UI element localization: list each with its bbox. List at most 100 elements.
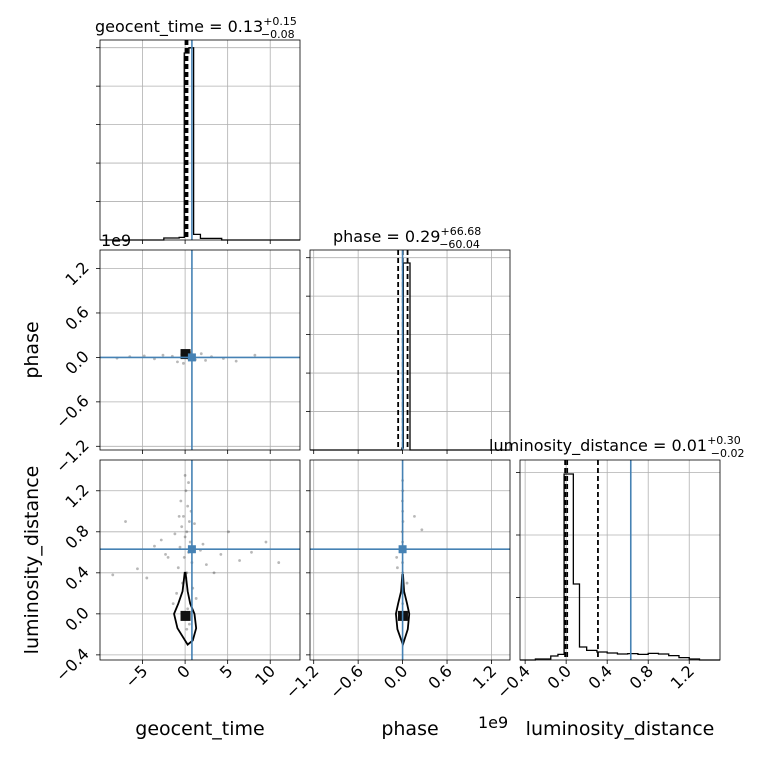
hist-phase (310, 262, 510, 451)
xticklabel-phase-3: 0.6 (424, 661, 455, 692)
truth-marker-ld-vs-geocent-time (187, 545, 196, 554)
point-ld-vs-geocent-time-35 (124, 520, 127, 523)
xticklabel-geocent-time-1: 0 (173, 661, 194, 682)
point-phase-vs-geocent-time-8 (176, 360, 179, 364)
ticklabels-y-luminosity-distance: −0.4 0.0 0.4 0.8 1.2 (52, 480, 93, 685)
point-ld-vs-geocent-time-38 (264, 540, 268, 544)
panel-phase-vs-geocent-time (96, 249, 301, 454)
hist-step-luminosity-distance (520, 473, 720, 661)
quantiles-geocent-time (184, 40, 189, 240)
quantiles-luminosity-distance (564, 460, 599, 660)
point-phase-vs-geocent-time-11 (199, 352, 203, 356)
point-ld-vs-geocent-time-7 (188, 540, 192, 544)
hist-luminosity-distance (520, 473, 720, 661)
point-ld-vs-geocent-time-25 (166, 556, 170, 559)
ticks-ld-hist (516, 472, 690, 664)
ticks-ld-vs-geocent-time (96, 490, 271, 664)
point-ld-vs-geocent-time-36 (250, 550, 253, 554)
xticklabel-luminosity-distance-3: 0.8 (626, 661, 657, 692)
point-ld-vs-geocent-time-5 (185, 530, 189, 534)
xticklabel-phase-2: 0.0 (380, 661, 411, 692)
frame-ld-hist (519, 459, 721, 661)
ticklabels-x-geocent-time: −5 0 5 10 (121, 661, 279, 691)
point-ld-vs-geocent-time-34 (238, 559, 241, 562)
point-ld-vs-geocent-time-28 (212, 571, 216, 575)
point-ld-vs-phase-10 (405, 581, 409, 585)
point-ld-vs-geocent-time-26 (204, 563, 208, 567)
xticklabel-phase-0: −1.2 (282, 661, 323, 702)
point-ld-vs-geocent-time-43 (177, 515, 181, 518)
xlabel-luminosity-distance: luminosity_distance (526, 718, 715, 740)
panel-geocent-time-hist: geocent_time = 0.13+0.15 −0.08 (95, 15, 301, 244)
ticks-ld-vs-phase (306, 490, 492, 664)
grid-geocent-time-hist (100, 40, 300, 240)
yticklabel-phase-1: −0.6 (52, 391, 93, 432)
truth-marker-ld-vs-phase (398, 545, 407, 554)
yticklabel-phase-2: 0.0 (61, 347, 92, 378)
ticks-geocent-time-hist (96, 47, 271, 244)
point-ld-vs-geocent-time-44 (193, 522, 196, 525)
xlabel-phase: phase (381, 718, 438, 740)
point-ld-vs-geocent-time-40 (187, 481, 190, 484)
point-ld-vs-geocent-time-2 (182, 515, 185, 518)
title-geocent-time: geocent_time = 0.13+0.15 −0.08 (95, 15, 297, 41)
yticklabel-phase-4: 1.2 (61, 258, 92, 289)
frame-ld-vs-phase (309, 459, 511, 661)
contour-ld-vs-geocent-time (173, 571, 198, 646)
point-ld-vs-geocent-time-20 (186, 607, 190, 611)
point-ld-vs-geocent-time-12 (176, 566, 180, 570)
yticklabel-luminosity-distance-1: 0.0 (61, 603, 92, 634)
mode-ld-vs-geocent-time (180, 610, 191, 621)
point-ld-vs-geocent-time-17 (175, 591, 178, 595)
xticklabel-geocent-time-3: 10 (251, 661, 279, 689)
point-ld-vs-phase-11 (395, 556, 399, 559)
point-ld-vs-phase-14 (396, 566, 399, 570)
xlabel-geocent-time: geocent_time (135, 718, 264, 740)
truth-ld-vs-phase (310, 460, 510, 660)
point-ld-vs-phase-13 (420, 528, 424, 532)
hist-geocent-time (100, 47, 300, 241)
mode-phase-vs-geocent-time (180, 349, 191, 360)
yticklabel-luminosity-distance-0: −0.4 (52, 644, 93, 685)
point-ld-vs-geocent-time-30 (219, 552, 223, 556)
frame-geocent-time-hist (99, 39, 301, 241)
ticks-phase-vs-geocent-time (96, 268, 271, 454)
point-ld-vs-geocent-time-23 (187, 622, 191, 626)
point-ld-vs-geocent-time-29 (153, 544, 156, 548)
xticklabel-phase-1: −0.6 (326, 661, 367, 702)
ticks-phase-hist (306, 257, 492, 454)
offset-label-phase-x: 1e9 (478, 713, 508, 732)
truth-marker-phase-vs-geocent-time (187, 353, 196, 362)
ylabel-luminosity-distance: luminosity_distance (21, 466, 43, 655)
ticklabels-y-phase: −1.2−0.6 0.0 0.6 1.2 (52, 258, 93, 477)
panel-luminosity-distance-vs-geocent-time (96, 459, 301, 664)
point-ld-vs-geocent-time-4 (180, 525, 184, 529)
title-phase: phase = 0.29+66.68 −60.04 (333, 225, 481, 251)
grid-ld-vs-phase (310, 460, 510, 660)
mode-square-phase-vs-geocent-time (180, 349, 191, 360)
frame-phase-vs-geocent-time (99, 249, 301, 451)
xticklabel-luminosity-distance-1: 0.0 (544, 661, 575, 692)
point-ld-vs-geocent-time-3 (187, 520, 191, 523)
ylabel-phase: phase (21, 321, 43, 378)
point-ld-vs-geocent-time-8 (178, 545, 182, 549)
xticklabel-luminosity-distance-2: 0.4 (585, 661, 616, 692)
point-ld-vs-geocent-time-18 (194, 597, 198, 600)
point-phase-vs-geocent-time-16 (253, 353, 257, 357)
ticklabels-x-luminosity-distance: −0.4 0.0 0.4 0.8 1.2 (493, 661, 698, 702)
xticklabel-geocent-time-0: −5 (121, 661, 151, 691)
point-ld-vs-geocent-time-47 (164, 552, 167, 556)
point-ld-vs-geocent-time-33 (136, 567, 139, 571)
yticklabel-luminosity-distance-2: 0.4 (61, 562, 92, 593)
frame-ld-vs-geocent-time (99, 459, 301, 661)
title-luminosity-distance: luminosity_distance = 0.01+0.30 −0.02 (489, 434, 745, 460)
truth-phase-vs-geocent-time (100, 250, 300, 450)
yticklabel-phase-0: −1.2 (52, 436, 93, 477)
point-ld-vs-geocent-time-19 (171, 602, 175, 605)
panel-phase-hist: phase = 0.29+66.68 −60.04 (306, 225, 511, 454)
point-ld-vs-geocent-time-6 (183, 535, 187, 539)
point-phase-vs-geocent-time-6 (161, 353, 165, 357)
panel-luminosity-distance-hist: luminosity_distance = 0.01+0.30 −0.02 (489, 434, 745, 664)
contour-outline-ld-vs-geocent-time (173, 571, 198, 646)
